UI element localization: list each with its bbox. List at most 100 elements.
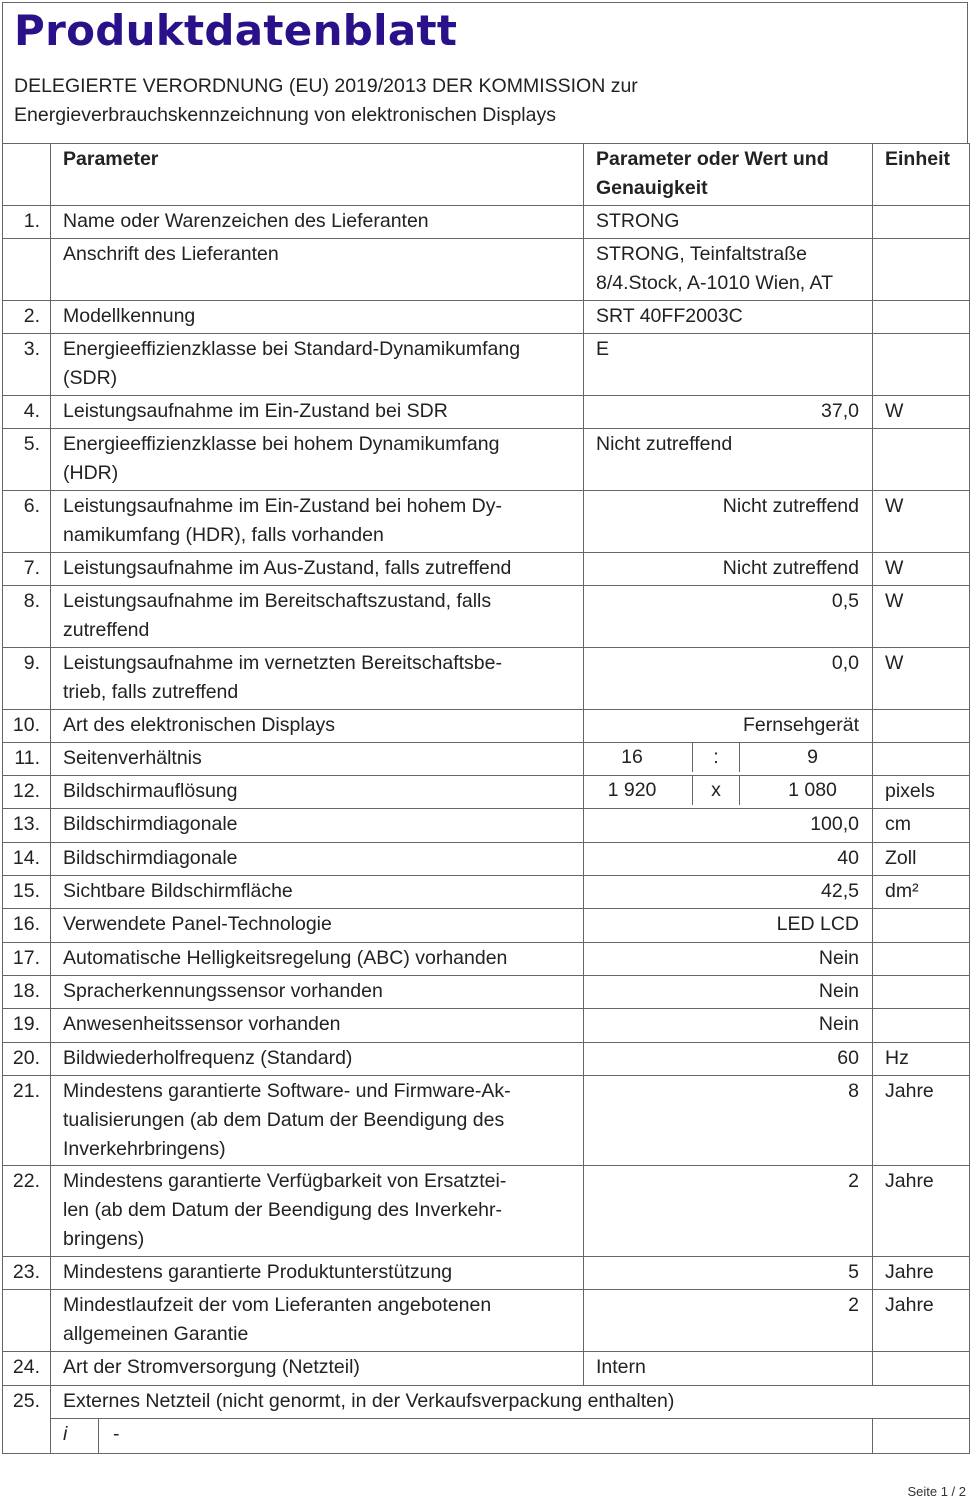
table-row: 20. Bildwiederholfrequenz (Standard) 60 Hz <box>2 1042 970 1076</box>
regulation-subtitle: DELEGIERTE VERORDNUNG (EU) 2019/2013 DER… <box>14 75 638 126</box>
row-number: 4. <box>2 395 51 429</box>
row-number: 6. <box>2 490 51 553</box>
row-parameter: Mindestens garantierte Verfügbarkeit von… <box>50 1165 584 1257</box>
row-number <box>2 238 51 301</box>
row-value: 100,0 <box>583 808 873 843</box>
row-unit <box>872 238 970 301</box>
table-row-25: 25. Externes Netzteil (nicht genormt, in … <box>2 1385 970 1454</box>
table-row: 3. Energieeffizienzklasse bei Standard-Dy… <box>2 333 970 396</box>
row-unit: Jahre <box>872 1289 970 1352</box>
table-row: 2. Modellkennung SRT 40FF2003C <box>2 300 970 334</box>
row-unit <box>872 975 970 1009</box>
row-unit <box>872 742 970 776</box>
row-unit: dm² <box>872 875 970 909</box>
header-num <box>2 143 51 206</box>
row-parameter: Spracherkennungssensor vorhanden <box>50 975 584 1009</box>
row-parameter: Automatische Helligkeitsregelung (ABC) v… <box>50 942 584 976</box>
row-number: 23. <box>2 1256 51 1290</box>
row-number: 19. <box>2 1008 51 1043</box>
row-parameter: Leistungsaufnahme im Aus-Zustand, falls … <box>50 552 584 586</box>
row-parameter: Energieeffizienzklasse bei hohem Dynamik… <box>50 428 584 491</box>
row-value: 60 <box>583 1042 873 1076</box>
row-value: Fernsehgerät <box>583 709 873 743</box>
row-value: Nein <box>583 975 873 1009</box>
value-part: 9 <box>807 746 818 768</box>
table-row: 19. Anwesenheitssensor vorhanden Nein <box>2 1008 970 1043</box>
table-row: Mindestlaufzeit der vom Lieferanten ange… <box>2 1289 970 1352</box>
row-parameter: Anschrift des Lieferanten <box>50 238 584 301</box>
row-parameter: Art der Stromversorgung (Netzteil) <box>50 1351 584 1386</box>
row-parameter: Leistungsaufnahme im Ein-Zustand bei hoh… <box>50 490 584 553</box>
row-value: 16: 9 <box>583 742 873 776</box>
row-parameter: Anwesenheitssensor vorhanden <box>50 1008 584 1043</box>
row-number: 2. <box>2 300 51 334</box>
title-frame <box>2 2 968 143</box>
row-parameter: Sichtbare Bildschirmfläche <box>50 875 584 909</box>
table-row: 4. Leistungsaufnahme im Ein-Zustand bei S… <box>2 395 970 429</box>
row-number: 22. <box>2 1165 51 1257</box>
table-row-25-sub: i- <box>3 1418 970 1454</box>
row-unit <box>872 205 970 239</box>
row-unit: cm <box>872 808 970 843</box>
row-value: Intern <box>583 1351 873 1386</box>
row-value: 0,5 <box>583 585 873 648</box>
row-number: 9. <box>2 647 51 710</box>
table-row: 22. Mindestens garantierte Verfügbarkeit … <box>2 1165 970 1257</box>
row-parameter: Energieeffizienzklasse bei Standard-Dyna… <box>50 333 584 396</box>
row-unit <box>872 428 970 491</box>
row-parameter: Modellkennung <box>50 300 584 334</box>
row-value: STRONG, Teinfaltstraße 8/4.Stock, A-1010… <box>583 238 873 301</box>
row-unit: W <box>872 490 970 553</box>
row-parameter: Bildschirmauflösung <box>50 775 584 809</box>
row-value: 42,5 <box>583 875 873 909</box>
row-value: STRONG <box>583 205 873 239</box>
row-unit <box>872 709 970 743</box>
sub-cells-wrap: i- <box>52 1419 872 1453</box>
value-split: 16: 9 <box>585 743 872 772</box>
row-number: 14. <box>2 842 51 876</box>
row-number: 10. <box>2 709 51 743</box>
row-unit <box>872 333 970 396</box>
row-number: 17. <box>2 942 51 976</box>
row-number: 1. <box>2 205 51 239</box>
sub-unit <box>872 1418 970 1454</box>
row-unit: Jahre <box>872 1256 970 1290</box>
table-row: 24. Art der Stromversorgung (Netzteil) Int… <box>2 1351 970 1386</box>
row-number: 18. <box>2 975 51 1009</box>
table-row: 6. Leistungsaufnahme im Ein-Zustand bei h… <box>2 490 970 553</box>
row-parameter: Mindestens garantierte Software- und Fir… <box>50 1075 584 1166</box>
table-row: 15. Sichtbare Bildschirmfläche 42,5 dm² <box>2 875 970 909</box>
row-unit: W <box>872 585 970 648</box>
row-value: 40 <box>583 842 873 876</box>
row-number: 5. <box>2 428 51 491</box>
row-unit: W <box>872 395 970 429</box>
row-number: 25. <box>2 1385 51 1454</box>
row-unit: pixels <box>872 775 970 809</box>
row-parameter: Bildwiederholfrequenz (Standard) <box>50 1042 584 1076</box>
value-split: 1 920 x 1 080 <box>585 776 872 805</box>
row-parameter: Bildschirmdiagonale <box>50 808 584 843</box>
row-unit: Jahre <box>872 1075 970 1166</box>
table-row: 12. Bildschirmauflösung 1 920 x 1 080 pixels <box>2 775 970 809</box>
table-header-row: Parameter Parameter oder Wert und Genaui… <box>2 143 970 206</box>
row-number: 15. <box>2 875 51 909</box>
row-value: 0,0 <box>583 647 873 710</box>
row-value: 37,0 <box>583 395 873 429</box>
row-unit <box>872 1351 970 1386</box>
header-parameter: Parameter <box>50 143 584 206</box>
value-part: 1 920 <box>585 776 693 805</box>
table-row: 11. Seitenverhältnis 16: 9 <box>2 742 970 776</box>
value-part: 16 <box>585 743 693 772</box>
row-unit: W <box>872 552 970 586</box>
row-number: 12. <box>2 775 51 809</box>
table-row: 13. Bildschirmdiagonale 100,0 cm <box>2 808 970 843</box>
header-value: Parameter oder Wert und Genauigkeit <box>583 143 873 206</box>
table-row: 14. Bildschirmdiagonale 40 Zoll <box>2 842 970 876</box>
row-number: 21. <box>2 1075 51 1166</box>
table-row: 5. Energieeffizienzklasse bei hohem Dynam… <box>2 428 970 491</box>
row-unit <box>872 908 970 943</box>
row-number: 11. <box>2 742 51 776</box>
row-unit: Hz <box>872 1042 970 1076</box>
table-row: 8. Leistungsaufnahme im Bereitschaftszust… <box>2 585 970 648</box>
row-parameter: Leistungsaufnahme im Bereitschaftszustan… <box>50 585 584 648</box>
